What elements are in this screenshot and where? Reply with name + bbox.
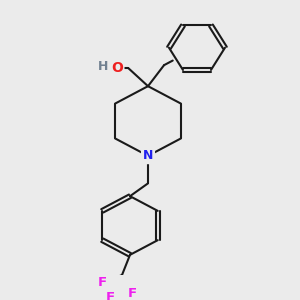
Text: F: F — [98, 276, 106, 289]
Text: F: F — [128, 287, 136, 300]
Text: N: N — [143, 149, 153, 162]
Text: H: H — [98, 60, 108, 73]
Text: F: F — [105, 290, 115, 300]
Text: O: O — [111, 61, 123, 75]
